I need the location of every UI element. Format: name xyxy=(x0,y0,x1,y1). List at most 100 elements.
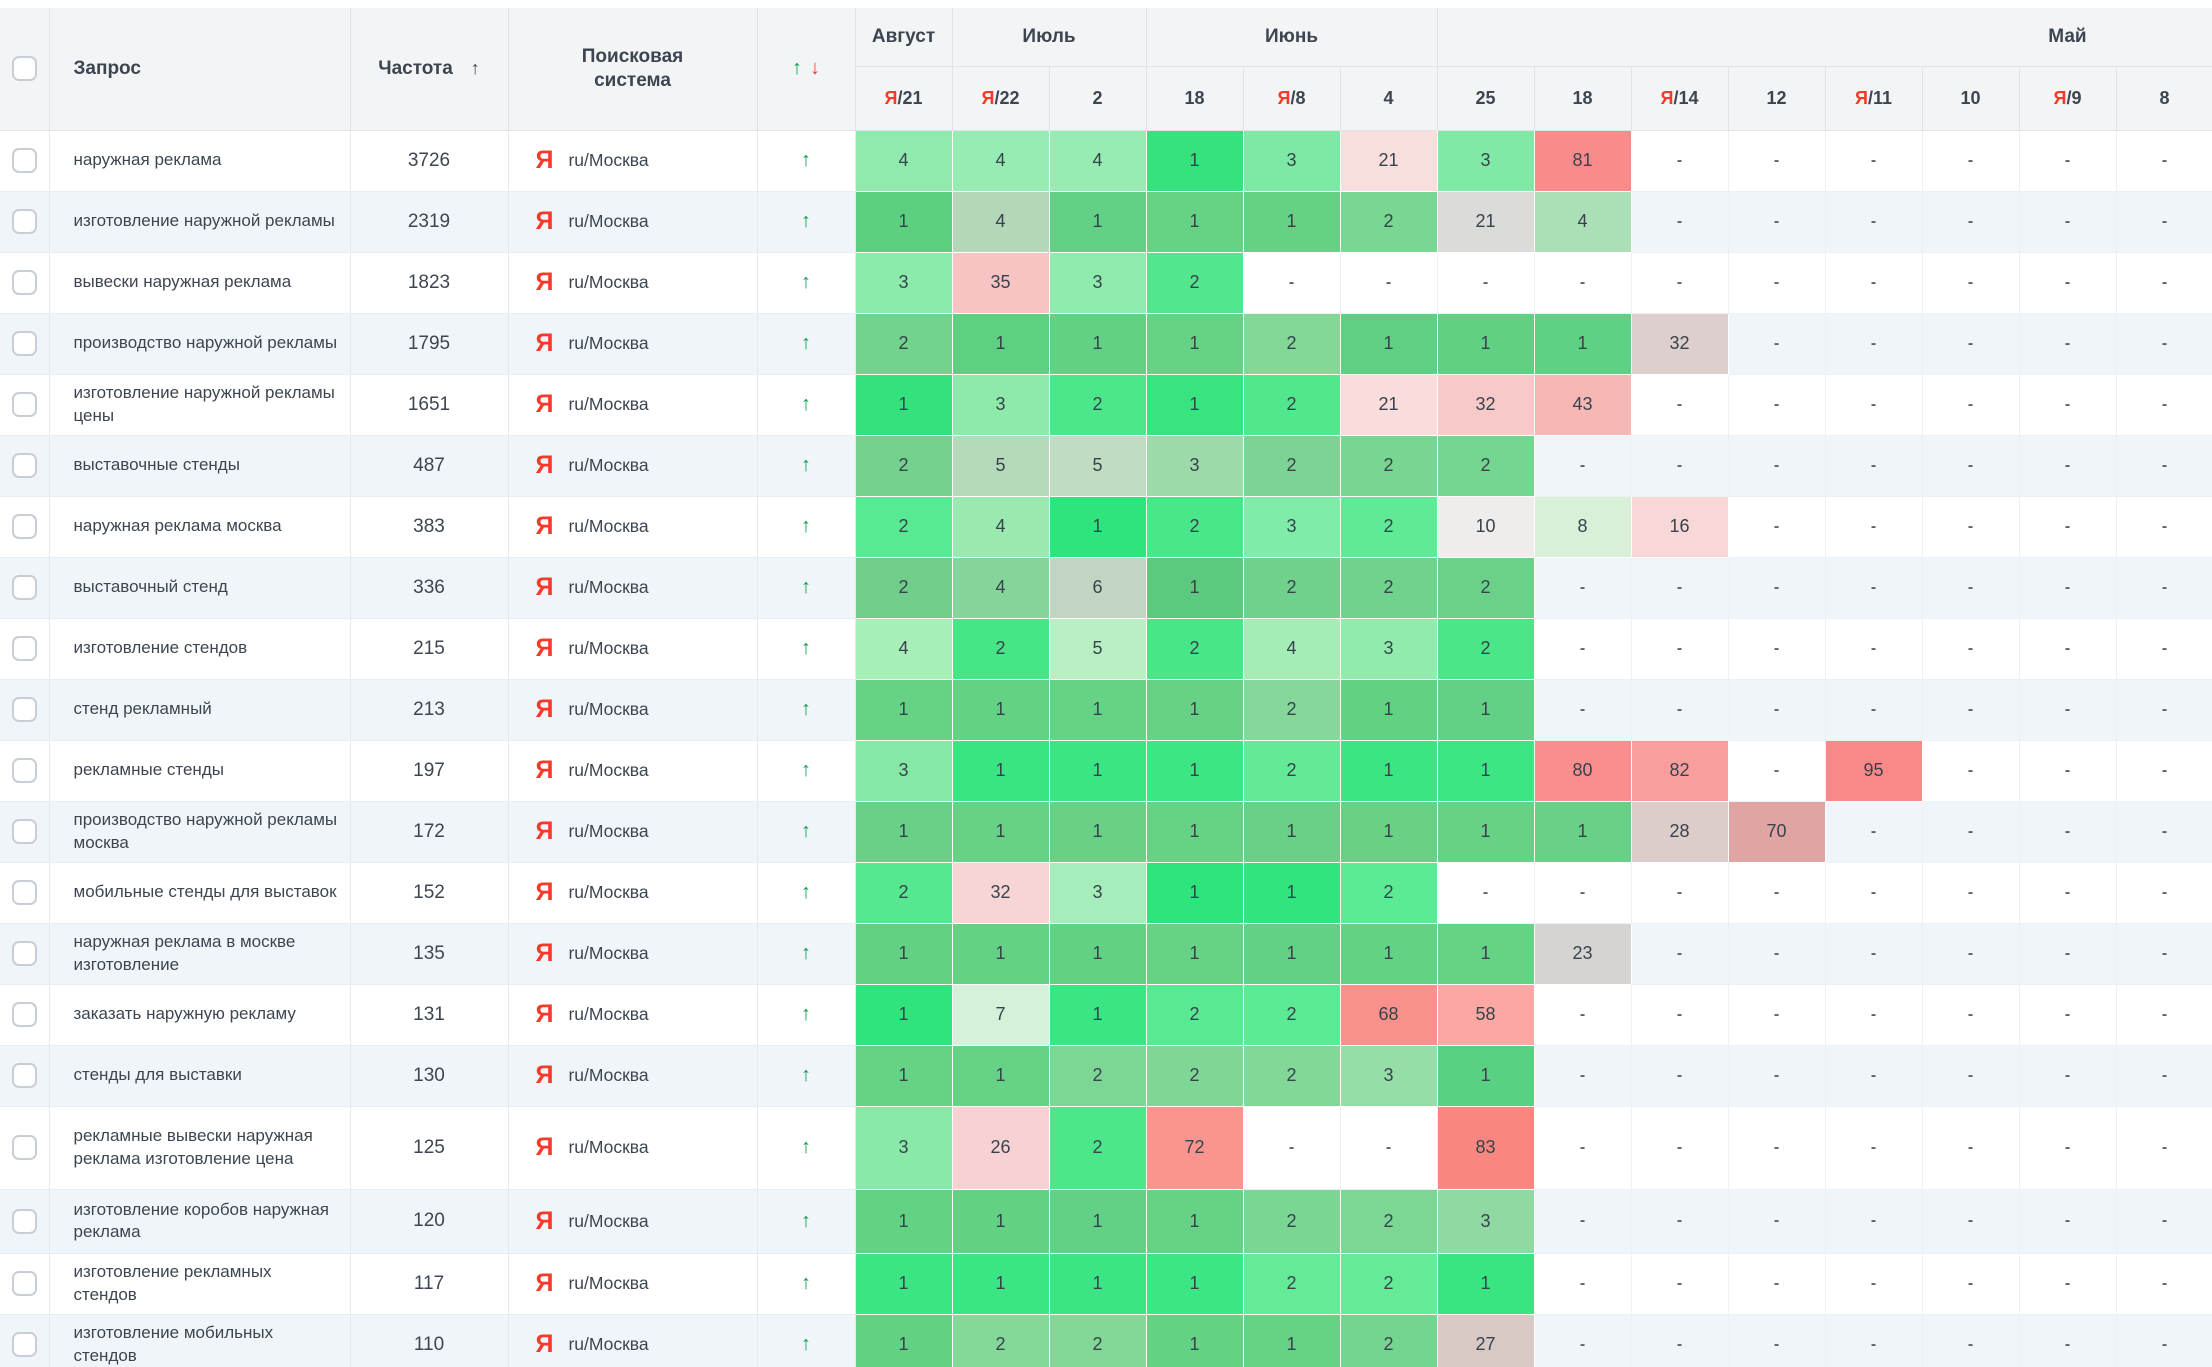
query-cell[interactable]: мобильные стенды для выставок xyxy=(49,862,351,924)
yandex-icon: Я xyxy=(535,207,554,235)
trend-down-filter-icon[interactable]: ↓ xyxy=(810,57,820,80)
position-cell: 1 xyxy=(854,1313,953,1367)
select-all-checkbox[interactable] xyxy=(11,56,37,82)
query-cell[interactable]: изготовление стендов xyxy=(49,618,351,680)
row-checkbox[interactable] xyxy=(11,1208,37,1234)
row-checkbox[interactable] xyxy=(11,1271,37,1296)
position-cell: 2 xyxy=(1048,1313,1147,1367)
row-checkbox[interactable] xyxy=(11,697,37,722)
date-column[interactable]: 18 xyxy=(1534,66,1632,131)
position-cell: - xyxy=(1340,1106,1438,1190)
frequency-cell: 172 xyxy=(350,801,509,863)
date-column[interactable]: 18 xyxy=(1146,66,1244,131)
row-checkbox[interactable] xyxy=(11,148,37,173)
row-checkbox[interactable] xyxy=(11,636,37,661)
sort-ascending-icon[interactable]: ↑ xyxy=(470,57,480,78)
date-column-yandex-update[interactable]: Я/11 xyxy=(1825,66,1923,131)
query-cell[interactable]: производство наружной рекламы москва xyxy=(49,801,351,863)
row-checkbox[interactable] xyxy=(11,331,37,356)
position-cell: - xyxy=(1728,313,1826,375)
query-cell[interactable]: изготовление наружной рекламы xyxy=(49,191,351,253)
position-cell: - xyxy=(2019,618,2117,680)
query-cell[interactable]: наружная реклама xyxy=(49,130,351,192)
row-select-cell xyxy=(0,1253,50,1315)
position-cell: 1 xyxy=(854,1188,953,1254)
date-column[interactable]: 4 xyxy=(1340,66,1438,131)
position-cell: - xyxy=(2116,557,2212,619)
trend-up-filter-icon[interactable]: ↑ xyxy=(792,57,802,80)
row-checkbox[interactable] xyxy=(11,880,37,905)
trend-cell: ↑ xyxy=(757,130,856,192)
frequency-cell: 213 xyxy=(350,679,509,741)
date-column[interactable]: 12 xyxy=(1728,66,1826,131)
column-header-trend[interactable]: ↑ ↓ xyxy=(757,8,856,131)
date-column-yandex-update[interactable]: Я/14 xyxy=(1631,66,1729,131)
row-checkbox[interactable] xyxy=(11,209,37,234)
position-cell: 1 xyxy=(1145,1252,1244,1315)
position-cell: - xyxy=(1631,618,1729,680)
position-cell: 81 xyxy=(1533,129,1632,192)
trend-cell: ↑ xyxy=(757,374,856,436)
query-cell[interactable]: рекламные вывески наружная реклама изгот… xyxy=(49,1106,351,1190)
row-checkbox[interactable] xyxy=(11,1063,37,1088)
row-checkbox[interactable] xyxy=(11,453,37,478)
row-checkbox[interactable] xyxy=(11,270,37,295)
frequency-cell: 110 xyxy=(350,1314,509,1367)
query-cell[interactable]: стенд рекламный xyxy=(49,679,351,741)
position-cell: 1 xyxy=(1048,495,1147,558)
query-cell[interactable]: изготовление мобильных стендов xyxy=(49,1314,351,1367)
column-header-frequency[interactable]: Частота ↑ xyxy=(350,8,509,131)
row-checkbox[interactable] xyxy=(11,392,37,417)
column-header-query[interactable]: Запрос xyxy=(49,8,351,131)
position-cell: - xyxy=(1728,1314,1826,1367)
date-column-yandex-update[interactable]: Я/8 xyxy=(1243,66,1341,131)
position-cell: 2 xyxy=(1339,190,1438,253)
row-checkbox[interactable] xyxy=(11,514,37,539)
row-checkbox[interactable] xyxy=(11,758,37,783)
position-cell: 2 xyxy=(1436,617,1535,680)
date-column[interactable]: 10 xyxy=(1922,66,2020,131)
date-column-yandex-update[interactable]: Я/21 xyxy=(855,66,953,131)
date-column-yandex-update[interactable]: Я/22 xyxy=(952,66,1050,131)
position-cell: 32 xyxy=(1630,312,1729,375)
query-cell[interactable]: производство наружной рекламы xyxy=(49,313,351,375)
query-cell[interactable]: заказать наружную рекламу xyxy=(49,984,351,1046)
query-cell[interactable]: вывески наружная реклама xyxy=(49,252,351,314)
query-cell[interactable]: наружная реклама в москве изготовление xyxy=(49,923,351,985)
query-cell[interactable]: выставочные стенды xyxy=(49,435,351,497)
trend-cell: ↑ xyxy=(757,862,856,924)
row-checkbox[interactable] xyxy=(11,575,37,600)
trend-up-icon: ↑ xyxy=(801,820,811,842)
position-cell: - xyxy=(1534,1045,1632,1107)
query-cell[interactable]: выставочный стенд xyxy=(49,557,351,619)
search-engine-region-label: ru/Москва xyxy=(568,638,649,658)
query-cell[interactable]: рекламные стенды xyxy=(49,740,351,802)
query-cell[interactable]: изготовление наружной рекламы цены xyxy=(49,374,351,436)
query-cell[interactable]: наружная реклама москва xyxy=(49,496,351,558)
column-header-search-engine[interactable]: Поисковая система xyxy=(508,8,758,131)
frequency-cell: 1823 xyxy=(350,252,509,314)
date-column[interactable]: 25 xyxy=(1437,66,1535,131)
position-cell: 1 xyxy=(1145,861,1244,924)
frequency-column-label: Частота xyxy=(378,57,453,79)
position-cell: - xyxy=(1825,1253,1923,1315)
date-column[interactable]: 8 xyxy=(2116,66,2212,131)
row-checkbox[interactable] xyxy=(11,819,37,844)
date-column[interactable]: 2 xyxy=(1049,66,1147,131)
date-column-yandex-update[interactable]: Я/9 xyxy=(2019,66,2117,131)
row-checkbox[interactable] xyxy=(11,941,37,966)
position-cell: 1 xyxy=(1145,190,1244,253)
month-group-header: Июль xyxy=(952,8,1147,67)
row-select-cell xyxy=(0,740,50,802)
query-cell[interactable]: изготовление коробов наружная реклама xyxy=(49,1189,351,1254)
trend-cell: ↑ xyxy=(757,313,856,375)
row-checkbox[interactable] xyxy=(11,1002,37,1027)
row-checkbox[interactable] xyxy=(11,1135,37,1160)
row-checkbox[interactable] xyxy=(11,1332,37,1357)
query-cell[interactable]: изготовление рекламных стендов xyxy=(49,1253,351,1315)
query-cell[interactable]: стенды для выставки xyxy=(49,1045,351,1107)
